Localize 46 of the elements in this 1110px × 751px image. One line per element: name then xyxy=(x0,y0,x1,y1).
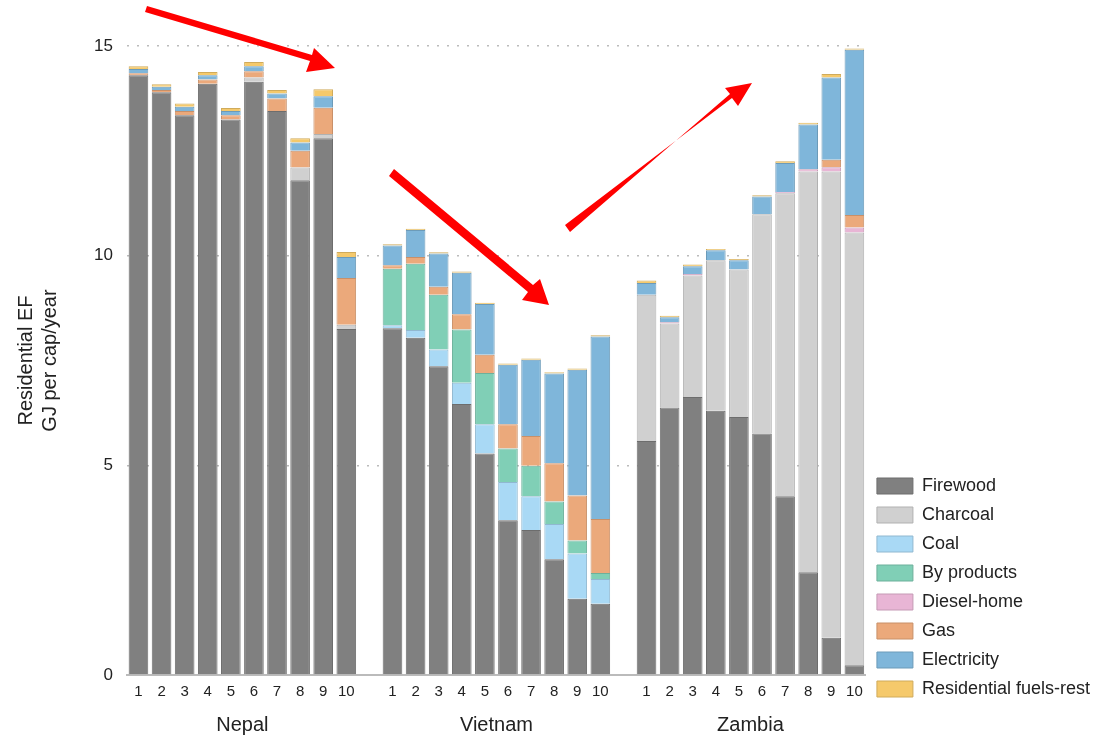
x-tick-label: 5 xyxy=(226,682,236,700)
y-tick-label: 10 xyxy=(93,245,113,265)
x-tick-label: 6 xyxy=(757,682,767,700)
text: Zambia xyxy=(717,712,785,735)
x-tick-label: 10 xyxy=(846,682,863,700)
text: Nepal xyxy=(216,712,269,735)
x-tick-label: 3 xyxy=(688,682,697,700)
legend-label: Residential fuels-rest xyxy=(921,677,1090,698)
x-tick-label: 7 xyxy=(272,682,282,700)
y-tick-label: 15 xyxy=(93,35,113,55)
x-tick-label: 2 xyxy=(157,682,166,700)
x-tick-label: 3 xyxy=(434,682,443,700)
x-tick-label: 4 xyxy=(711,682,720,700)
x-tick-label: 7 xyxy=(526,682,536,700)
y-axis-title: Residential EF GJ per cap/year xyxy=(13,289,60,432)
legend-label: Diesel-home xyxy=(921,590,1023,611)
x-tick-label: 2 xyxy=(411,682,420,700)
x-tick-label: 7 xyxy=(780,682,790,700)
legend-label: By products xyxy=(921,561,1017,582)
x-tick-label: 8 xyxy=(295,682,305,700)
x-tick-label: 4 xyxy=(457,682,466,700)
x-tick-label: 10 xyxy=(337,682,355,700)
y-tick-label: 0 xyxy=(103,664,113,684)
legend-label: Charcoal xyxy=(921,503,994,524)
x-tick-label: 10 xyxy=(592,682,609,700)
x-tick-label: 9 xyxy=(573,682,582,700)
x-tick-label: 2 xyxy=(665,682,674,700)
x-tick-label: 8 xyxy=(549,682,559,700)
x-tick-label: 5 xyxy=(480,682,490,700)
x-tick-label: 6 xyxy=(249,682,259,700)
x-tick-label: 1 xyxy=(388,682,397,700)
x-tick-label: 5 xyxy=(734,682,744,700)
x-tick-label: 6 xyxy=(503,682,513,700)
x-tick-label: 8 xyxy=(804,682,813,700)
x-tick-label: 1 xyxy=(134,682,143,700)
x-tick-label: 1 xyxy=(642,682,651,700)
legend-label: Coal xyxy=(921,532,959,553)
legend-label: Firewood xyxy=(921,474,996,495)
x-tick-label: 9 xyxy=(319,682,328,700)
y-tick-label: 5 xyxy=(103,455,113,475)
x-tick-label: 3 xyxy=(180,682,189,700)
text: Vietnam xyxy=(459,712,533,735)
x-tick-label: 4 xyxy=(203,682,212,700)
x-tick-label: 9 xyxy=(827,682,836,700)
legend-label: Gas xyxy=(921,619,955,640)
legend-label: Electricity xyxy=(921,648,999,669)
